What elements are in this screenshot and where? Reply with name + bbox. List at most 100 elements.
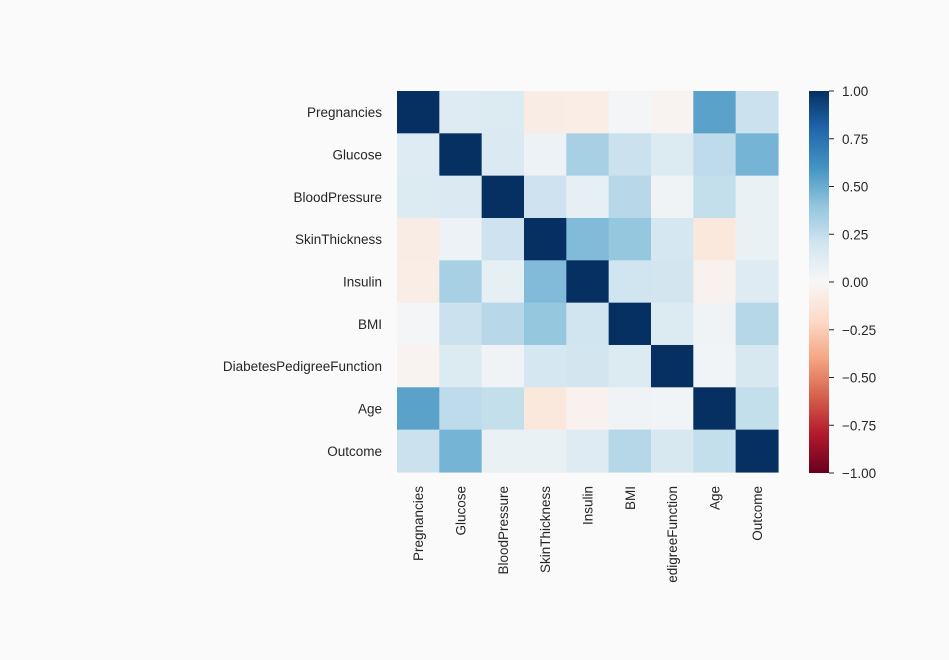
heatmap-cell (523, 217, 567, 261)
heatmap-cell (397, 133, 440, 177)
colorbar-tick-label: −0.50 (842, 371, 876, 386)
heatmap-cell (608, 302, 652, 346)
colorbar-tick-label: 0.75 (842, 132, 868, 147)
heatmap-cell (608, 260, 652, 304)
heatmap-cell (481, 133, 525, 177)
colorbar-tick-label: −0.75 (842, 418, 876, 433)
heatmap-cell (693, 217, 737, 261)
heatmap-cell (735, 217, 779, 261)
heatmap-cell (397, 217, 440, 261)
heatmap-cell (523, 344, 567, 388)
heatmap-cell (735, 91, 779, 134)
heatmap-cell (481, 91, 525, 134)
heatmap-cell (693, 429, 737, 473)
colorbar-tick-label: −0.25 (842, 323, 876, 338)
heatmap-cell (650, 387, 694, 431)
colorbar-tick-label: 0.25 (842, 227, 868, 242)
colorbar-tick-label: 1.00 (842, 84, 868, 99)
row-label: BMI (358, 317, 382, 332)
heatmap-cell (397, 344, 440, 388)
heatmap-cell (650, 133, 694, 177)
heatmap-cell (439, 217, 483, 261)
heatmap-cell (481, 217, 525, 261)
heatmap-cell (439, 260, 483, 304)
colorbar-tick-label: 0.50 (842, 180, 868, 195)
heatmap-cell (523, 302, 567, 346)
heatmap-cell (397, 175, 440, 219)
heatmap-cell (397, 91, 440, 134)
heatmap-cell (693, 302, 737, 346)
heatmap-cell (397, 302, 440, 346)
heatmap-cell (439, 91, 483, 134)
heatmap-cell (439, 344, 483, 388)
heatmap-cell (481, 344, 525, 388)
row-label: Pregnancies (307, 105, 382, 120)
heatmap-cell (481, 175, 525, 219)
heatmap-cell (735, 387, 779, 431)
heatmap-cell (439, 429, 483, 473)
heatmap-cell (693, 91, 737, 134)
heatmap-cell (481, 429, 525, 473)
heatmap-cell (608, 387, 652, 431)
heatmap-cell (693, 175, 737, 219)
row-label: Age (358, 401, 382, 416)
heatmap-cell (735, 429, 779, 473)
heatmap-cell (481, 260, 525, 304)
heatmap-cell (735, 260, 779, 304)
heatmap-cell (439, 387, 483, 431)
heatmap-cell (693, 387, 737, 431)
column-label: Glucose (453, 486, 468, 536)
row-label: Outcome (327, 444, 382, 459)
heatmap-cell (481, 387, 525, 431)
heatmap-cell (608, 429, 652, 473)
heatmap-cell (566, 91, 610, 134)
heatmap-cell (566, 175, 610, 219)
heatmap-cell (735, 133, 779, 177)
row-label: SkinThickness (295, 232, 382, 247)
heatmap-cell (566, 260, 610, 304)
heatmap-cell (439, 302, 483, 346)
heatmap-cell (693, 133, 737, 177)
heatmap-cell (566, 429, 610, 473)
heatmap-cell (397, 429, 440, 473)
heatmap-cell (523, 260, 567, 304)
heatmap-cell (650, 217, 694, 261)
heatmap-cell (523, 387, 567, 431)
column-labels: Pregnancies Glucose BloodPressure SkinThick… (411, 486, 765, 583)
column-label: edigreeFunction (665, 486, 680, 583)
column-label: Insulin (580, 486, 595, 525)
heatmap-cell (523, 175, 567, 219)
heatmap-cell (566, 344, 610, 388)
heatmap-cell (608, 344, 652, 388)
colorbar-gradient (809, 91, 829, 473)
heatmap-cell (608, 175, 652, 219)
row-labels: Pregnancies Glucose BloodPressure SkinThick… (223, 105, 382, 459)
row-label: Glucose (332, 147, 382, 162)
colorbar-ticks: 1.00 0.75 0.50 0.25 0.00 −0.25 −0.50 −0.75 −1.00 (829, 84, 876, 481)
heatmap-cell (523, 91, 567, 134)
heatmap-cell (439, 133, 483, 177)
colorbar (809, 91, 829, 473)
column-label: BMI (623, 486, 638, 510)
row-label: BloodPressure (293, 190, 382, 205)
column-label: Outcome (750, 486, 765, 541)
heatmap-cell (693, 344, 737, 388)
heatmap-cell (566, 302, 610, 346)
heatmap-cell (650, 344, 694, 388)
heatmap-cell (481, 302, 525, 346)
colorbar-tick-label: 0.00 (842, 275, 868, 290)
row-label: Insulin (343, 274, 382, 289)
colorbar-tick-label: −1.00 (842, 466, 876, 481)
heatmap-cell (566, 387, 610, 431)
heatmap-cell (650, 175, 694, 219)
heatmap-cell (608, 217, 652, 261)
heatmap-cell (608, 133, 652, 177)
heatmap-cell (693, 260, 737, 304)
heatmap-cell (397, 387, 440, 431)
heatmap-cell (566, 133, 610, 177)
heatmap-cell (566, 217, 610, 261)
column-label: Pregnancies (411, 486, 426, 561)
heatmap-cell (735, 302, 779, 346)
